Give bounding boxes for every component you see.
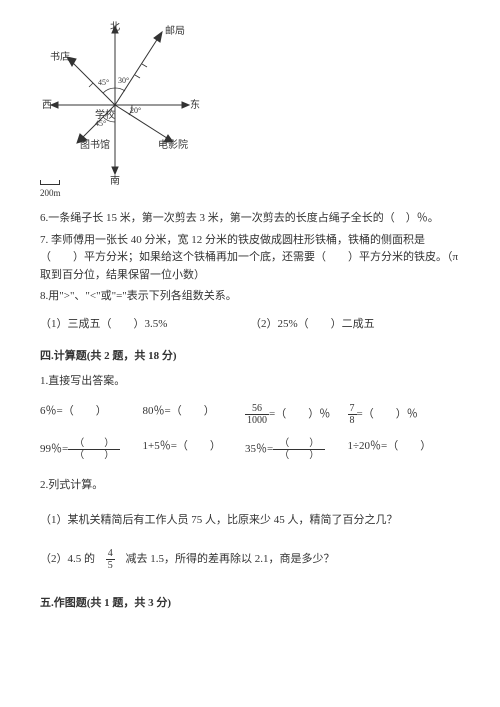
label-north: 北 <box>110 20 120 36</box>
calc-1-2: 80％=（ ） <box>143 403 246 426</box>
scale-label: 200m <box>40 188 61 198</box>
question-6: 6.一条绳子长 15 米，第一次剪去 3 米，第一次剪去的长度占绳子全长的（ ）… <box>40 210 460 228</box>
s4-q2-2: （2）4.5 的 4 5 减去 1.5，所得的差再除以 2.1，商是多少？ <box>40 548 460 571</box>
section-5-header: 五.作图题(共 1 题，共 3 分) <box>40 595 460 613</box>
s4-q2-1: （1）某机关精简后有工作人员 75 人，比原来少 45 人，精简了百分之几？ <box>40 512 460 530</box>
q8-sub-2: （2）25%（ ）二成五 <box>250 316 460 334</box>
angle-2: 45° <box>98 77 109 90</box>
paren-frac-2: （ ）（ ） <box>273 438 325 461</box>
calc-2-2: 1+5％=（ ） <box>143 438 246 461</box>
label-west: 西 <box>42 98 52 114</box>
calc-1-3: 56 1000 =（ ）％ <box>245 403 348 426</box>
scale-indicator: 200m <box>40 180 61 200</box>
calc-2-3: 35％=（ ）（ ） <box>245 438 348 461</box>
calc-2-1: 99％=（ ）（ ） <box>40 438 143 461</box>
question-7: 7. 李师傅用一张长 40 分米，宽 12 分米的铁皮做成圆柱形铁桶，铁桶的侧面… <box>40 232 460 285</box>
label-south: 南 <box>110 174 120 190</box>
q8-sub-1: （1）三成五（ ）3.5% <box>40 316 250 334</box>
angle-3: 20° <box>130 105 141 118</box>
question-8-subs: （1）三成五（ ）3.5% （2）25%（ ）二成五 <box>40 316 460 334</box>
s4-q1: 1.直接写出答案。 <box>40 373 460 391</box>
calc-1-4: 7 8 =（ ）％ <box>348 403 451 426</box>
frac-4-5: 4 5 <box>106 548 115 571</box>
calc-row-1: 6％=（ ） 80％=（ ） 56 1000 =（ ）％ 7 8 =（ ）％ <box>40 403 460 426</box>
label-cinema: 电影院 <box>158 138 188 154</box>
frac-56-1000: 56 1000 <box>245 403 269 426</box>
s4-q2: 2.列式计算。 <box>40 477 460 495</box>
label-post-office: 邮局 <box>165 24 185 40</box>
calc-row-2: 99％=（ ）（ ） 1+5％=（ ） 35％=（ ）（ ） 1÷20％=（ ） <box>40 438 460 461</box>
question-8: 8.用">"、"<"或"="表示下列各组数关系。 <box>40 288 460 306</box>
angle-1: 30° <box>118 75 129 88</box>
compass-diagram: 北 南 东 西 邮局 书店 学校 电影院 图书馆 30° 45° 20° 45°… <box>40 20 220 200</box>
paren-frac-1: （ ）（ ） <box>68 438 120 461</box>
frac-7-8: 7 8 <box>348 403 357 426</box>
label-library: 图书馆 <box>80 138 110 154</box>
section-4-header: 四.计算题(共 2 题，共 18 分) <box>40 348 460 366</box>
label-bookstore: 书店 <box>50 50 70 66</box>
calc-1-1: 6％=（ ） <box>40 403 143 426</box>
angle-4: 45° <box>95 118 106 131</box>
calc-2-4: 1÷20％=（ ） <box>348 438 451 461</box>
label-east: 东 <box>190 98 200 114</box>
